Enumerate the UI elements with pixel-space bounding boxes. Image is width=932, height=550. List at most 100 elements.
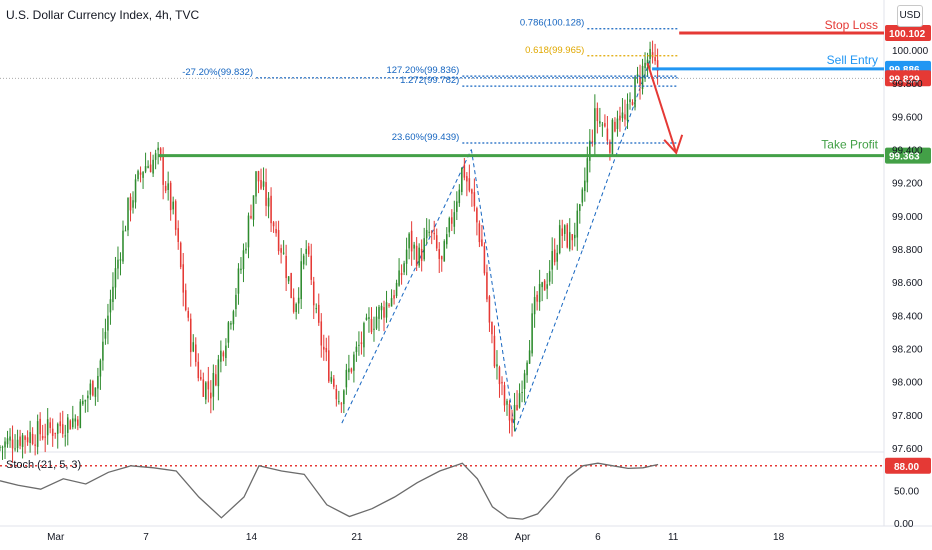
candle-up: [315, 308, 318, 310]
candle-up: [21, 435, 24, 447]
candle-down: [26, 437, 29, 443]
candle-up: [287, 276, 290, 282]
candle-up: [230, 323, 232, 325]
fib-level-label: 0.618(99.965): [525, 45, 584, 56]
stoch-indicator-label: Stoch (21, 5, 3): [6, 459, 82, 471]
candle-down: [179, 242, 182, 268]
stoch-level-tag: [885, 457, 931, 474]
candle-down: [164, 185, 167, 191]
candle-up: [6, 438, 9, 445]
candle-up: [1, 446, 4, 448]
candle-down: [491, 321, 493, 335]
candle-up: [365, 317, 368, 320]
candle-up: [611, 119, 614, 155]
candle-up: [579, 204, 581, 211]
candle-up: [134, 179, 137, 203]
candle-down: [250, 215, 252, 219]
candle-up: [556, 252, 558, 262]
candle-down: [189, 318, 192, 353]
candle-up: [368, 317, 370, 320]
candle-down: [149, 164, 152, 173]
candle-down: [307, 246, 310, 255]
candle-up: [338, 401, 340, 403]
candle-up: [192, 342, 195, 352]
candle-down: [277, 230, 280, 252]
candle-up: [302, 255, 305, 265]
candle-up: [225, 345, 227, 359]
candle-up: [232, 311, 235, 325]
candle-up: [634, 76, 636, 108]
candle-down: [31, 433, 34, 444]
candle-up: [112, 286, 114, 303]
candle-up: [9, 436, 11, 441]
candle-down: [333, 378, 335, 387]
candle-down: [59, 421, 62, 427]
chart-title: U.S. Dollar Currency Index, 4h, TVC: [6, 8, 200, 22]
candle-down: [285, 255, 287, 279]
candle-up: [461, 167, 463, 193]
candle-down: [265, 182, 267, 206]
candle-up: [523, 373, 526, 389]
candle-up: [217, 359, 220, 387]
time-tick-label: 28: [457, 532, 469, 543]
price-tick-label: 100.000: [892, 46, 929, 57]
forecast-arrow-shaft: [646, 62, 678, 154]
candle-up: [405, 249, 408, 264]
candle-up: [99, 360, 102, 377]
candle-up: [521, 392, 523, 394]
candle-down: [44, 436, 46, 438]
time-tick-label: 14: [246, 532, 258, 543]
candle-up: [144, 166, 147, 172]
candle-up: [142, 171, 144, 178]
stop-loss-label: Stop Loss: [825, 18, 878, 32]
candle-down: [222, 352, 225, 357]
candle-down: [624, 114, 626, 120]
candle-up: [378, 306, 380, 319]
price-tick-label: 97.800: [892, 411, 923, 422]
candle-up: [513, 404, 516, 421]
candle-down: [420, 249, 423, 261]
candle-up: [649, 48, 651, 59]
candle-down: [270, 195, 272, 224]
stoch-level-text: 88.00: [894, 462, 919, 473]
candle-up: [385, 302, 388, 318]
candle-up: [636, 74, 639, 76]
candle-up: [137, 170, 139, 179]
candle-down: [651, 52, 654, 58]
candle-up: [267, 197, 270, 207]
candle-up: [237, 268, 240, 294]
candle-up: [127, 197, 129, 231]
candle-down: [591, 141, 594, 143]
forecast-arrow-head: [663, 134, 684, 155]
candle-up: [212, 372, 215, 397]
candle-down: [51, 428, 54, 436]
candle-down: [335, 388, 338, 400]
candle-down: [501, 381, 503, 384]
currency-button[interactable]: USD: [897, 5, 923, 27]
price-tick-label: 99.600: [892, 112, 923, 123]
take-profit-label: Take Profit: [821, 138, 878, 152]
candle-down: [571, 234, 574, 241]
candle-up: [104, 331, 107, 339]
time-tick-label: Apr: [515, 532, 531, 543]
candle-up: [82, 400, 84, 405]
candle-up: [16, 439, 19, 449]
candle-down: [654, 57, 656, 62]
candle-down: [139, 172, 142, 175]
candle-up: [117, 259, 119, 269]
candle-down: [619, 115, 621, 121]
candle-up: [305, 248, 307, 254]
pattern-leg: [470, 149, 516, 432]
candle-down: [328, 350, 330, 382]
candle-up: [227, 322, 230, 343]
candle-up: [102, 341, 104, 361]
candle-up: [66, 417, 69, 433]
candle-up: [119, 259, 122, 261]
candle-up: [458, 189, 461, 204]
stoch-tick-label: 0.00: [894, 519, 914, 530]
candle-down: [24, 436, 26, 440]
candle-down: [19, 436, 21, 446]
candle-up: [363, 323, 365, 348]
candle-down: [478, 223, 481, 243]
